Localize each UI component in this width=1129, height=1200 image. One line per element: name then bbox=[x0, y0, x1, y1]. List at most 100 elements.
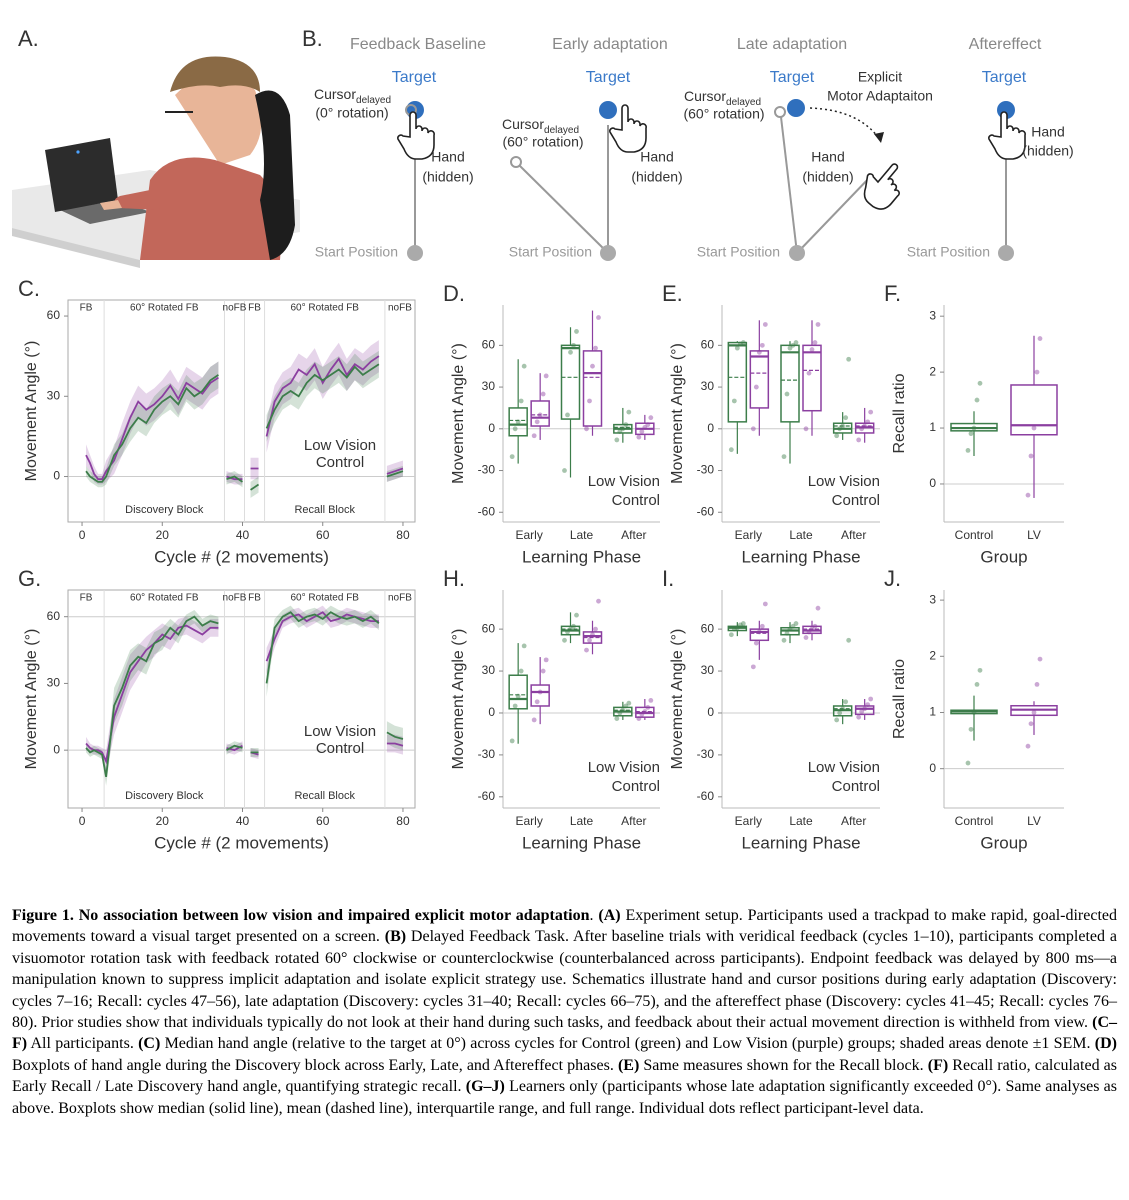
iqr-box bbox=[560, 344, 581, 420]
phase-title: Aftereffect bbox=[969, 36, 1042, 53]
participant-dot bbox=[784, 630, 790, 636]
y-tick-label: -60 bbox=[478, 504, 496, 518]
y-tick-label: 1 bbox=[929, 705, 936, 719]
x-tick-label: After bbox=[841, 814, 866, 828]
participant-dot bbox=[834, 433, 840, 439]
participant-dot bbox=[787, 345, 793, 351]
iqr-box bbox=[530, 400, 550, 427]
x-tick-label: 0 bbox=[79, 528, 86, 542]
x-tick-label: 80 bbox=[396, 528, 410, 542]
participant-dot bbox=[762, 601, 768, 607]
setup-illustration bbox=[12, 56, 300, 268]
rotation-label: (60° rotation) bbox=[502, 134, 583, 150]
participant-dot bbox=[518, 398, 524, 404]
y-tick-label: 30 bbox=[47, 388, 61, 402]
x-tick-label: Early bbox=[735, 528, 762, 542]
participant-dot bbox=[518, 668, 524, 674]
start bbox=[789, 245, 805, 261]
legend-label: Control bbox=[832, 492, 880, 509]
iqr-box bbox=[749, 350, 770, 409]
participant-dot bbox=[737, 622, 743, 628]
x-tick-label: 60 bbox=[316, 528, 330, 542]
plot-frame bbox=[67, 589, 416, 809]
participant-dot bbox=[636, 434, 642, 440]
start-label: Start Position bbox=[315, 244, 398, 260]
median-line bbox=[85, 611, 404, 765]
participant-dot bbox=[843, 415, 849, 421]
participant-dot bbox=[639, 711, 645, 717]
y-tick-label: 0 bbox=[53, 742, 60, 756]
x-axis-label: Group bbox=[980, 547, 1027, 566]
cursor bbox=[774, 106, 786, 118]
hand-state: (hidden) bbox=[1022, 143, 1073, 159]
participant-dot bbox=[812, 340, 818, 345]
block-label: Discovery Block bbox=[125, 504, 204, 516]
participant-dot bbox=[971, 425, 977, 431]
caption-run: Figure 1. No association between low vis… bbox=[12, 907, 590, 924]
rotation-label: (60° rotation) bbox=[683, 106, 764, 122]
panel-label: B. bbox=[302, 26, 323, 51]
participant-dot bbox=[614, 716, 620, 721]
participant-dot bbox=[977, 667, 983, 673]
participant-dot bbox=[521, 363, 527, 369]
x-tick-label: Late bbox=[570, 814, 594, 828]
phase-label: FB bbox=[80, 593, 93, 604]
participant-dot bbox=[968, 431, 974, 437]
participant-dot bbox=[623, 422, 629, 428]
panel-label: E. bbox=[662, 281, 683, 306]
target-label: Target bbox=[770, 69, 815, 86]
participant-dot bbox=[562, 637, 567, 643]
participant-dot bbox=[1025, 743, 1031, 749]
participant-dot bbox=[790, 623, 796, 629]
participant-dot bbox=[803, 635, 809, 640]
panel-label: I. bbox=[662, 566, 674, 591]
participant-dot bbox=[571, 342, 576, 348]
hand-icon bbox=[988, 111, 1026, 160]
participant-dot bbox=[750, 664, 756, 670]
sem-band bbox=[86, 605, 403, 773]
x-tick-label: Control bbox=[955, 814, 994, 828]
sem-band bbox=[86, 340, 403, 485]
x-tick-label: 40 bbox=[236, 814, 250, 828]
y-axis-label: Movement Angle (°) bbox=[669, 343, 686, 484]
cursor-sub: delayed bbox=[544, 125, 579, 136]
y-axis-label: Movement Angle (°) bbox=[450, 343, 467, 484]
y-tick-label: 60 bbox=[701, 621, 715, 635]
x-axis-label: Cycle # (2 movements) bbox=[154, 547, 329, 566]
participant-dot bbox=[521, 643, 527, 649]
y-tick-label: 60 bbox=[47, 308, 61, 322]
x-tick-label: 60 bbox=[316, 814, 330, 828]
caption-run: Recall ratio, calculated as Early Recall… bbox=[12, 1056, 1118, 1096]
phase-label: noFB bbox=[388, 303, 412, 314]
participant-dot bbox=[781, 454, 787, 460]
phase-title: Early adaptation bbox=[552, 36, 668, 53]
legend-label: Low Vision bbox=[808, 759, 880, 776]
participant-dot bbox=[1028, 721, 1034, 727]
start-label: Start Position bbox=[907, 244, 990, 260]
participant-dot bbox=[815, 605, 821, 611]
panel-label: A. bbox=[18, 26, 39, 51]
y-axis-label: Movement Angle (°) bbox=[669, 629, 686, 770]
x-tick-label: Late bbox=[570, 528, 594, 542]
hand-state: (hidden) bbox=[631, 169, 682, 185]
legend-label: Control bbox=[316, 740, 364, 757]
rotation-label: (0° rotation) bbox=[315, 105, 388, 121]
participant-dot bbox=[617, 710, 623, 716]
caption-run: (G–J) bbox=[465, 1078, 505, 1096]
hand-state: (hidden) bbox=[422, 169, 473, 185]
participant-dot bbox=[865, 702, 871, 707]
participant-dot bbox=[756, 349, 762, 355]
hand-path bbox=[796, 174, 873, 254]
participant-dot bbox=[534, 699, 540, 705]
strategy-arrow bbox=[809, 107, 881, 141]
participant-dot bbox=[803, 426, 809, 432]
participant-dot bbox=[734, 345, 740, 351]
participant-dot bbox=[812, 623, 818, 629]
participant-dot bbox=[759, 623, 765, 629]
iqr-box bbox=[854, 705, 875, 716]
cursor-word: Cursor bbox=[684, 88, 726, 104]
participant-dot bbox=[846, 637, 852, 643]
y-tick-label: 0 bbox=[707, 705, 714, 719]
